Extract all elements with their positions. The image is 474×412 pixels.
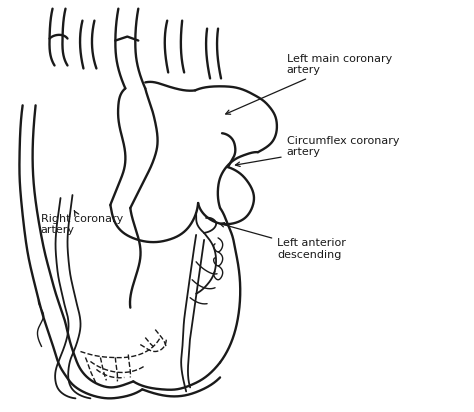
Text: Left main coronary
artery: Left main coronary artery bbox=[226, 54, 392, 114]
Text: Right coronary
artery: Right coronary artery bbox=[41, 211, 123, 235]
Text: Left anterior
descending: Left anterior descending bbox=[220, 222, 346, 260]
Text: Circumflex coronary
artery: Circumflex coronary artery bbox=[236, 136, 399, 166]
